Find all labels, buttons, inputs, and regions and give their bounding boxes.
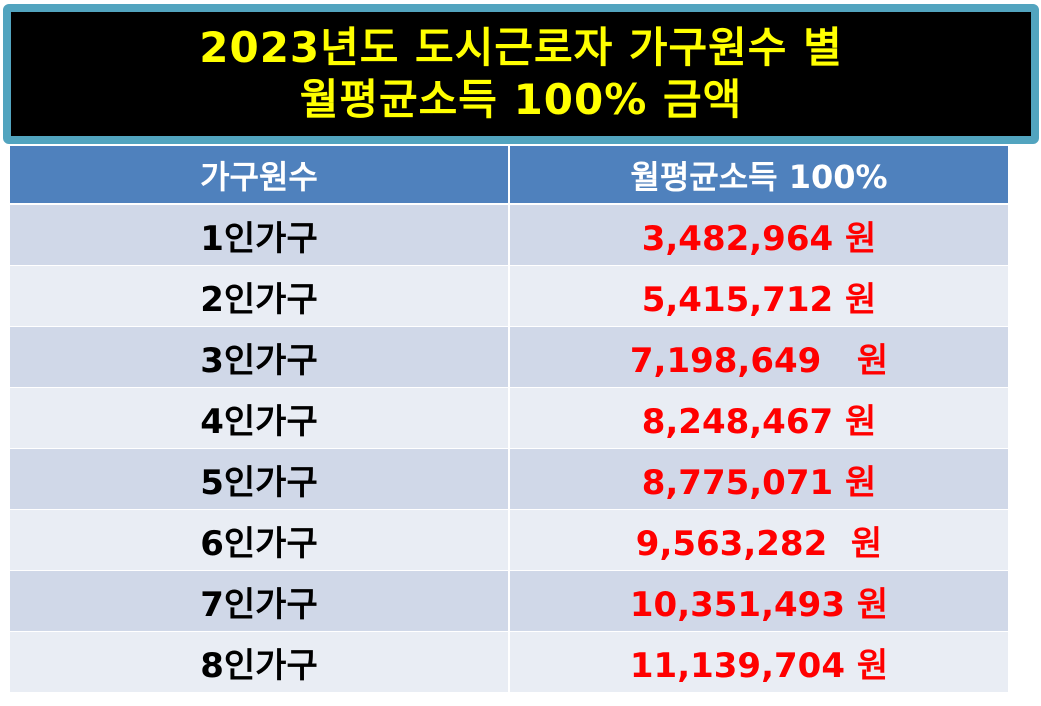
table-row: 1인가구 3,482,964 원 — [10, 205, 1008, 265]
household-cell: 8인가구 — [10, 632, 508, 692]
household-cell: 3인가구 — [10, 327, 508, 387]
household-cell: 1인가구 — [10, 205, 508, 265]
amount-cell: 3,482,964 원 — [510, 205, 1008, 265]
table-row: 5인가구 8,775,071 원 — [10, 449, 1008, 509]
household-cell: 6인가구 — [10, 510, 508, 570]
household-cell: 4인가구 — [10, 388, 508, 448]
table-row: 6인가구 9,563,282 원 — [10, 510, 1008, 570]
amount-cell: 10,351,493 원 — [510, 571, 1008, 631]
title-line-2: 월평균소득 100% 금액 — [299, 75, 743, 124]
amount-cell: 7,198,649 원 — [510, 327, 1008, 387]
table-row: 7인가구 10,351,493 원 — [10, 571, 1008, 631]
table-header-row: 가구원수 월평균소득 100% — [10, 146, 1008, 203]
amount-cell: 9,563,282 원 — [510, 510, 1008, 570]
household-cell: 5인가구 — [10, 449, 508, 509]
amount-cell: 8,775,071 원 — [510, 449, 1008, 509]
table-row: 8인가구 11,139,704 원 — [10, 632, 1008, 692]
household-cell: 2인가구 — [10, 266, 508, 326]
table-row: 4인가구 8,248,467 원 — [10, 388, 1008, 448]
amount-cell: 11,139,704 원 — [510, 632, 1008, 692]
table-row: 2인가구 5,415,712 원 — [10, 266, 1008, 326]
household-cell: 7인가구 — [10, 571, 508, 631]
amount-cell: 5,415,712 원 — [510, 266, 1008, 326]
header-monthly-income: 월평균소득 100% — [510, 146, 1008, 203]
table-row: 3인가구 7,198,649 원 — [10, 327, 1008, 387]
title-banner: 2023년도 도시근로자 가구원수 별 월평균소득 100% 금액 — [3, 4, 1039, 144]
header-household-count: 가구원수 — [10, 146, 508, 203]
title-line-1: 2023년도 도시근로자 가구원수 별 — [199, 23, 843, 72]
amount-cell: 8,248,467 원 — [510, 388, 1008, 448]
income-table: 가구원수 월평균소득 100% 1인가구 3,482,964 원 2인가구 5,… — [10, 146, 1008, 693]
